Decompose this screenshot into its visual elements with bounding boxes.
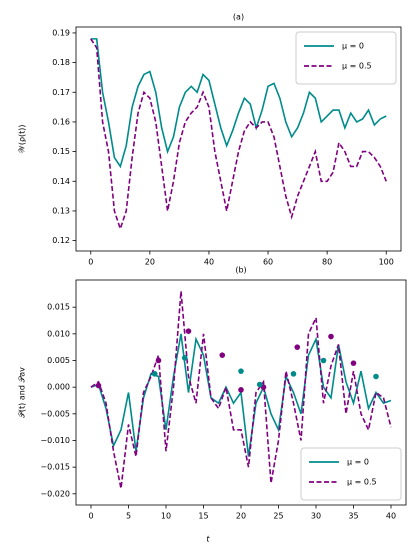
y-axis-label: 𝒲(ρ(t)) — [18, 124, 27, 153]
x-tick-label: 100 — [379, 258, 394, 267]
x-tick-label: 5 — [126, 512, 131, 521]
x-tick-label: 15 — [198, 512, 208, 521]
x-tick-label: 25 — [273, 512, 283, 521]
y-tick-label: 0.18 — [52, 58, 70, 67]
y-tick-label: 0.12 — [52, 236, 70, 245]
y-tick-label: −0.015 — [40, 463, 70, 472]
x-tick-label: 80 — [322, 258, 332, 267]
y-tick-label: 0.005 — [47, 356, 70, 365]
x-tick-label: 10 — [161, 512, 171, 521]
average-point — [155, 357, 162, 364]
chart-title: (a) — [233, 13, 244, 22]
x-tick-label: 60 — [263, 258, 273, 267]
y-tick-label: −0.020 — [40, 489, 70, 498]
average-point — [238, 368, 244, 374]
axes-frame — [75, 279, 407, 506]
y-tick-label: 0.14 — [52, 177, 70, 186]
average-point — [95, 382, 102, 389]
y-tick-label: 0.015 — [47, 303, 70, 312]
x-tick-label: 20 — [145, 258, 155, 267]
x-tick-label: 30 — [311, 512, 321, 521]
y-tick-label: 0.010 — [47, 329, 70, 338]
legend-box — [295, 31, 397, 85]
series-line — [90, 333, 392, 457]
y-tick-label: 0.15 — [52, 147, 70, 156]
average-point — [294, 344, 301, 350]
legend-label: μ = 0 — [342, 42, 364, 51]
average-point — [373, 373, 379, 380]
series-line — [90, 38, 387, 169]
x-tick-label: 35 — [348, 512, 358, 521]
y-axis-label: 𝒫(t) and 𝒫av — [18, 367, 27, 418]
y-tick-label: −0.010 — [40, 436, 70, 445]
average-point — [185, 328, 192, 334]
y-tick-label: 0.17 — [52, 88, 70, 97]
chart-title: (b) — [235, 266, 246, 275]
average-point — [328, 333, 334, 340]
average-point — [151, 371, 158, 377]
x-tick-label: 40 — [204, 258, 214, 267]
legend-label: μ = 0 — [347, 458, 369, 467]
x-axis-label: t — [206, 535, 210, 544]
series-line — [90, 38, 387, 232]
y-tick-label: 0.000 — [47, 383, 70, 392]
average-point — [219, 352, 226, 358]
x-tick-label: 20 — [236, 512, 246, 521]
average-point — [181, 355, 188, 361]
y-tick-label: 0.16 — [52, 117, 70, 126]
average-point — [350, 360, 357, 366]
average-point — [320, 357, 327, 364]
x-tick-label: 40 — [386, 512, 396, 521]
y-tick-label: 0.13 — [52, 206, 70, 215]
y-tick-label: −0.005 — [40, 409, 70, 418]
x-tick-label: 0 — [88, 258, 93, 267]
average-point — [256, 381, 263, 388]
series-line — [90, 291, 392, 489]
axes-frame — [75, 26, 402, 252]
legend-label: μ = 0.5 — [342, 62, 372, 71]
y-tick-label: 0.19 — [52, 28, 70, 37]
legend-label: μ = 0.5 — [347, 478, 377, 487]
average-point — [290, 371, 297, 377]
average-point — [238, 387, 244, 393]
x-tick-label: 0 — [88, 512, 93, 521]
legend-box — [300, 447, 402, 501]
